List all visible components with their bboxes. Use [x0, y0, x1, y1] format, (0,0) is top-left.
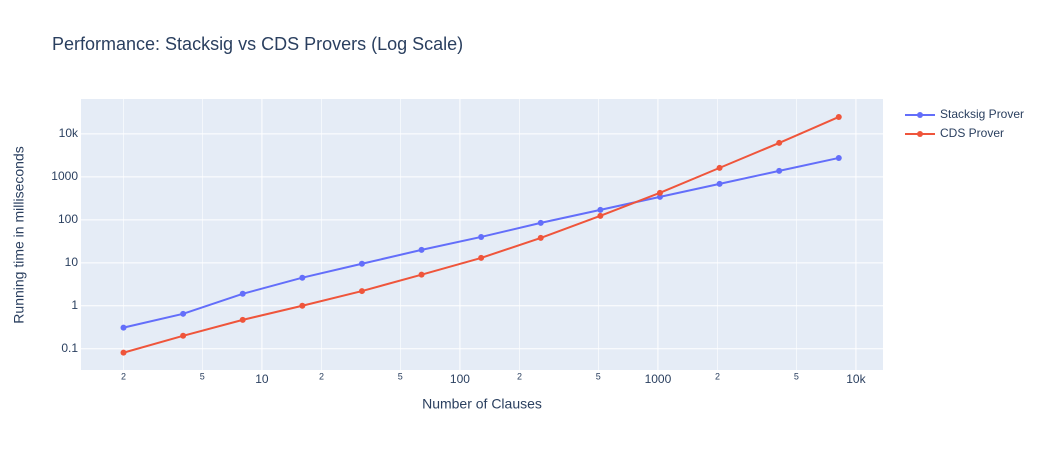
y-tick-label: 10	[65, 255, 79, 269]
data-point	[299, 302, 306, 309]
data-point	[358, 260, 365, 267]
x-tick-label: 100	[450, 372, 470, 386]
data-point	[418, 246, 425, 253]
x-tick-label: 10	[255, 372, 269, 386]
x-tick-label: 2	[715, 371, 720, 381]
x-tick-label: 2	[319, 371, 324, 381]
data-point	[776, 139, 783, 146]
y-tick-label: 100	[58, 212, 78, 226]
data-point	[180, 332, 187, 339]
x-tick-label: 10k	[846, 372, 866, 386]
data-point	[537, 219, 544, 226]
data-point	[478, 254, 485, 261]
x-tick-label: 5	[794, 371, 799, 381]
data-point	[597, 212, 604, 219]
y-tick-label: 1	[71, 298, 78, 312]
data-point	[120, 324, 127, 331]
legend-marker	[917, 131, 923, 137]
data-point	[358, 288, 365, 295]
data-point	[120, 349, 127, 356]
x-tick-label: 1000	[645, 372, 672, 386]
data-point	[835, 154, 842, 161]
x-axis-label: Number of Clauses	[422, 396, 542, 412]
x-tick-label: 5	[596, 371, 601, 381]
data-point	[776, 167, 783, 174]
data-point	[239, 316, 246, 323]
data-point	[299, 274, 306, 281]
data-point	[537, 234, 544, 241]
legend-label: Stacksig Prover	[940, 107, 1024, 121]
data-point	[239, 290, 246, 297]
data-point	[478, 233, 485, 240]
y-tick-label: 10k	[59, 126, 79, 140]
data-point	[716, 180, 723, 187]
legend-marker	[917, 112, 923, 118]
data-point	[180, 310, 187, 317]
y-axis-label: Running time in milliseconds	[11, 146, 27, 323]
x-tick-label: 2	[517, 371, 522, 381]
data-point	[835, 113, 842, 120]
legend-label: CDS Prover	[940, 126, 1004, 140]
data-point	[716, 164, 723, 171]
x-tick-label: 5	[398, 371, 403, 381]
y-tick-label: 0.1	[61, 341, 78, 355]
data-point	[656, 189, 663, 196]
chart-title: Performance: Stacksig vs CDS Provers (Lo…	[52, 34, 463, 54]
data-point	[418, 271, 425, 278]
y-tick-label: 1000	[51, 169, 78, 183]
x-tick-label: 2	[121, 371, 126, 381]
data-point	[597, 206, 604, 213]
x-tick-label: 5	[200, 371, 205, 381]
